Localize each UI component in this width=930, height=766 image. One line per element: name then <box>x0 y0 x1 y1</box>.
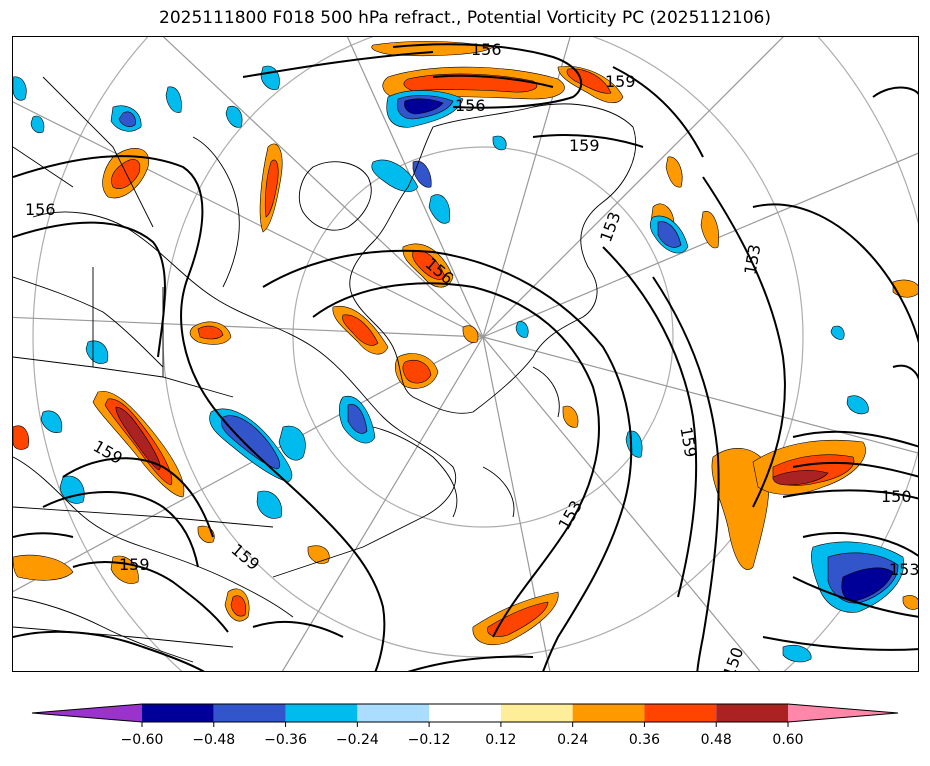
colorbar-segment <box>572 704 645 722</box>
colorbar-tick-label: −0.36 <box>264 732 307 748</box>
graticule <box>13 37 918 671</box>
colorbar-tick-label: 0.12 <box>485 732 516 748</box>
colorbar-segment <box>357 704 430 722</box>
contour-label: 159 <box>569 136 600 155</box>
colorbar-extend-max <box>788 704 898 722</box>
colorbar-extend-min <box>32 704 142 722</box>
pv-positive-fills <box>13 41 918 646</box>
colorbar-ticks: −0.60 −0.48 −0.36 −0.24 −0.12 0.12 0.24 0.36 0.4… <box>121 722 804 748</box>
colorbar-tick-label: 0.48 <box>701 732 732 748</box>
colorbar-segment <box>429 704 501 722</box>
colorbar-svg: −0.60 −0.48 −0.36 −0.24 −0.12 0.12 0.24 0.36 0.4… <box>31 703 899 748</box>
coastlines <box>13 76 637 663</box>
colorbar-segment <box>285 704 358 722</box>
colorbar-segment <box>213 704 286 722</box>
contour-label: 159 <box>90 436 126 468</box>
colorbar: −0.60 −0.48 −0.36 −0.24 −0.12 0.12 0.24 0.36 0.4… <box>0 696 930 762</box>
contour-label: 153 <box>596 209 624 244</box>
colorbar-tick-label: −0.60 <box>121 732 164 748</box>
contour-label: 159 <box>605 72 636 91</box>
colorbar-tick-label: −0.12 <box>408 732 451 748</box>
contour-label: 150 <box>881 487 912 506</box>
colorbar-tick-label: 0.36 <box>629 732 660 748</box>
colorbar-segment <box>500 704 573 722</box>
contour-label: 153 <box>740 243 764 276</box>
contour-label: 153 <box>889 560 919 579</box>
colorbar-segment <box>142 704 214 722</box>
colorbar-segments <box>31 703 899 723</box>
colorbar-tick-label: 0.24 <box>557 732 588 748</box>
map-panel: 156 156 156 159 159 153 153 159 153 150 … <box>12 36 919 672</box>
contour-label: 159 <box>228 540 264 574</box>
contour-lines <box>13 43 918 671</box>
contour-label: 159 <box>119 555 150 574</box>
map-canvas: 156 156 156 159 159 153 153 159 153 150 … <box>13 37 919 672</box>
contour-label: 159 <box>676 425 700 458</box>
colorbar-tick-label: −0.48 <box>192 732 235 748</box>
contour-label: 150 <box>719 645 747 672</box>
colorbar-segment <box>716 704 788 722</box>
contour-label: 156 <box>471 40 502 59</box>
colorbar-segment <box>644 704 717 722</box>
colorbar-tick-label: 0.60 <box>772 732 803 748</box>
colorbar-tick-label: −0.24 <box>336 732 379 748</box>
map-title: 2025111800 F018 500 hPa refract., Potent… <box>159 8 771 28</box>
contour-label: 156 <box>455 96 486 115</box>
contour-label: 156 <box>25 200 56 219</box>
